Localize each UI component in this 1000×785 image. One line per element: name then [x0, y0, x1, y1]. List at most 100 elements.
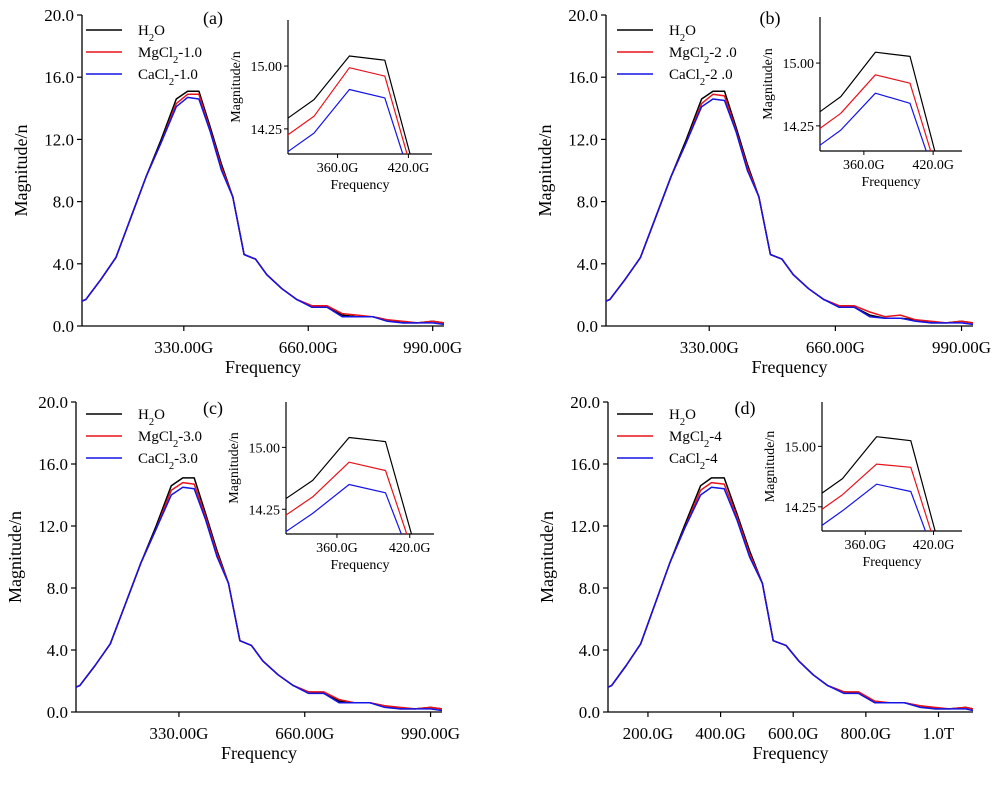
y-axis-label: Magnitude/n — [537, 511, 557, 603]
inset-x-tick-label: 360.0G — [844, 538, 886, 553]
y-tick-label: 8.0 — [53, 193, 74, 212]
inset-y-tick-label: 15.00 — [783, 57, 815, 72]
inset-series-line-ca — [822, 483, 927, 531]
y-tick-label: 20.0 — [570, 393, 600, 412]
inset-y-axis-label: Magnitude/n — [761, 48, 776, 120]
legend-label: H2O — [138, 407, 165, 428]
x-axis-label: Frequency — [221, 743, 297, 763]
inset-series-line-mg — [820, 74, 932, 151]
chart-panel-2: 0.0 4.0 8.0 12.0 16.0 20.0 330.00G 660.00G 990.0… — [5, 393, 460, 763]
y-axis-label: Magnitude/n — [535, 125, 555, 217]
y-tick-label: 0.0 — [579, 703, 600, 722]
inset-series-line-mg — [288, 67, 408, 154]
panel-label: (c) — [203, 398, 223, 419]
x-tick-label: 660.00G — [279, 338, 338, 357]
inset-x-tick-label: 420.0G — [389, 541, 431, 556]
y-tick-label: 0.0 — [47, 703, 68, 722]
y-tick-label: 12.0 — [568, 130, 598, 149]
x-tick-label: 600.0G — [768, 724, 819, 743]
x-tick-label: 1.0T — [923, 724, 955, 743]
inset-y-tick-label: 14.25 — [783, 120, 815, 135]
inset-series-line-ca — [286, 483, 402, 534]
inset-y-tick-label: 14.25 — [251, 123, 283, 138]
inset-series-line-mg — [822, 463, 932, 531]
y-tick-label: 16.0 — [38, 455, 68, 474]
x-tick-label: 200.0G — [623, 724, 674, 743]
panel-label: (b) — [760, 8, 781, 29]
y-axis-label: Magnitude/n — [5, 511, 25, 603]
inset-chart: 14.25 15.00 360.0G 420.0G Frequency Magnitude… — [229, 20, 432, 193]
inset-y-tick-label: 15.00 — [785, 440, 817, 455]
x-tick-label: 400.0G — [695, 724, 746, 743]
inset-series-line-mg — [286, 461, 408, 534]
inset-x-axis-label: Frequency — [862, 555, 921, 570]
series-line-ca — [82, 96, 444, 326]
legend-label: H2O — [138, 23, 165, 44]
legend-label: MgCl2-1.0 — [138, 45, 202, 66]
x-tick-label: 990.00G — [932, 338, 991, 357]
y-tick-label: 20.0 — [38, 393, 68, 412]
inset-y-tick-label: 15.00 — [251, 60, 283, 75]
chart-panel-0: 0.0 4.0 8.0 12.0 16.0 20.0 330.00G 660.00G 990.0… — [11, 6, 462, 377]
x-axis-label: Frequency — [753, 743, 829, 763]
y-tick-label: 8.0 — [577, 193, 598, 212]
legend-label: H2O — [669, 407, 696, 428]
legend-label: CaCl2-1.0 — [138, 67, 198, 88]
inset-y-tick-label: 14.25 — [785, 501, 817, 516]
panel-label: (d) — [735, 398, 756, 419]
x-tick-label: 330.00G — [149, 724, 208, 743]
y-tick-label: 16.0 — [44, 68, 74, 87]
y-tick-label: 12.0 — [38, 517, 68, 536]
legend-label: CaCl2-4 — [669, 451, 718, 472]
inset-series-line-h2o — [820, 51, 936, 151]
inset-series-line-h2o — [286, 436, 413, 534]
series-line-ca — [606, 98, 973, 326]
inset-y-axis-label: Magnitude/n — [763, 431, 778, 503]
inset-x-tick-label: 360.0G — [317, 161, 359, 176]
inset-y-axis-label: Magnitude/n — [227, 432, 242, 504]
series-line-mg — [608, 481, 973, 710]
x-axis-label: Frequency — [752, 357, 828, 377]
inset-series-line-h2o — [288, 55, 411, 154]
panel-label: (a) — [203, 8, 223, 29]
legend-label: CaCl2-3.0 — [138, 451, 198, 472]
y-tick-label: 12.0 — [570, 517, 600, 536]
x-tick-label: 330.00G — [680, 338, 739, 357]
y-tick-label: 16.0 — [570, 455, 600, 474]
y-tick-label: 12.0 — [44, 130, 74, 149]
y-tick-label: 16.0 — [568, 68, 598, 87]
y-tick-label: 4.0 — [579, 641, 600, 660]
inset-series-line-ca — [820, 92, 927, 151]
chart-panel-1: 0.0 4.0 8.0 12.0 16.0 20.0 330.00G 660.00G 990.0… — [535, 6, 991, 377]
inset-x-tick-label: 420.0G — [913, 538, 955, 553]
y-tick-label: 0.0 — [53, 317, 74, 336]
series-line-ca — [76, 486, 442, 712]
y-tick-label: 20.0 — [44, 6, 74, 25]
y-tick-label: 20.0 — [568, 6, 598, 25]
inset-x-axis-label: Frequency — [330, 178, 389, 193]
legend-label: MgCl2-2 .0 — [669, 45, 737, 66]
inset-x-tick-label: 420.0G — [912, 158, 954, 173]
legend-label: MgCl2-3.0 — [138, 429, 202, 450]
series-line-ca — [608, 486, 973, 712]
inset-x-tick-label: 420.0G — [388, 161, 430, 176]
chart-panel-3: 0.0 4.0 8.0 12.0 16.0 20.0 200.0G 400.0G 600.0G 8… — [537, 393, 973, 763]
legend-label: CaCl2-2 .0 — [669, 67, 733, 88]
y-tick-label: 8.0 — [579, 579, 600, 598]
y-tick-label: 8.0 — [47, 579, 68, 598]
y-axis-label: Magnitude/n — [11, 125, 31, 217]
y-tick-label: 0.0 — [577, 317, 598, 336]
inset-x-axis-label: Frequency — [861, 175, 920, 190]
legend-label: H2O — [669, 23, 696, 44]
x-axis-label: Frequency — [225, 357, 301, 377]
inset-x-axis-label: Frequency — [330, 558, 389, 573]
inset-y-axis-label: Magnitude/n — [229, 51, 244, 123]
inset-series-line-ca — [288, 88, 404, 154]
inset-x-tick-label: 360.0G — [316, 541, 358, 556]
inset-y-tick-label: 14.25 — [249, 503, 281, 518]
x-tick-label: 660.00G — [806, 338, 865, 357]
y-tick-label: 4.0 — [53, 255, 74, 274]
